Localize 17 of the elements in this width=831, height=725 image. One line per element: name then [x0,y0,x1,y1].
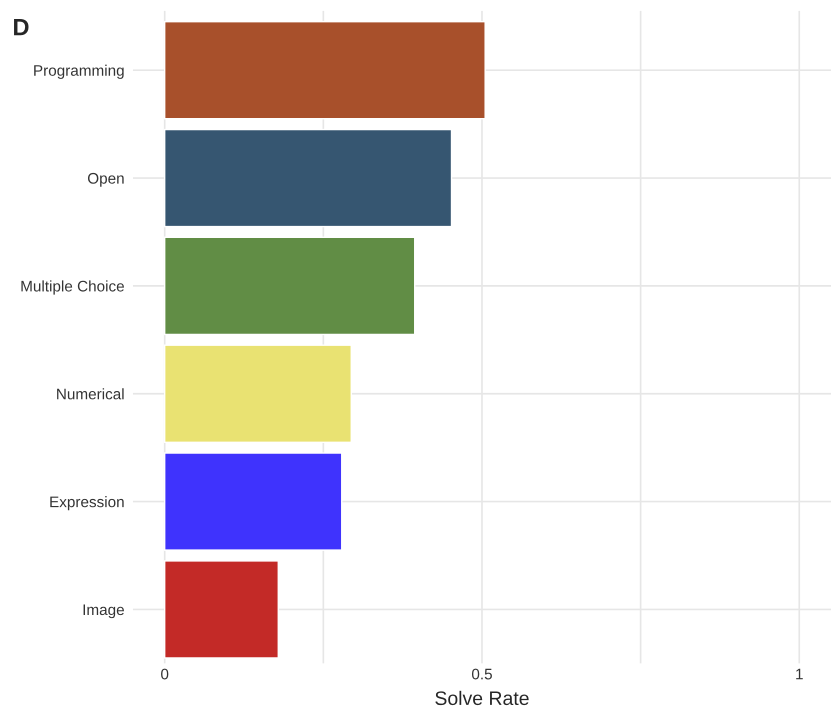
bar [164,560,279,659]
bar [164,20,486,120]
x-tick-label: 1 [796,668,803,680]
x-tick-label: 0.5 [472,668,492,680]
bar [164,452,342,551]
y-tick-label: Expression [50,496,124,510]
chart-title: D [14,18,29,36]
bar [164,344,352,443]
y-tick-label: Image [84,604,124,618]
bar [164,128,452,228]
y-tick-label: Programming [34,64,124,79]
y-tick-label: Multiple Choice [21,280,124,295]
y-tick-label: Open [88,172,124,187]
bar [164,236,416,336]
x-axis-title: Solve Rate [435,690,529,706]
y-tick-label: Numerical [57,388,124,400]
x-tick-label: 0 [161,668,168,680]
